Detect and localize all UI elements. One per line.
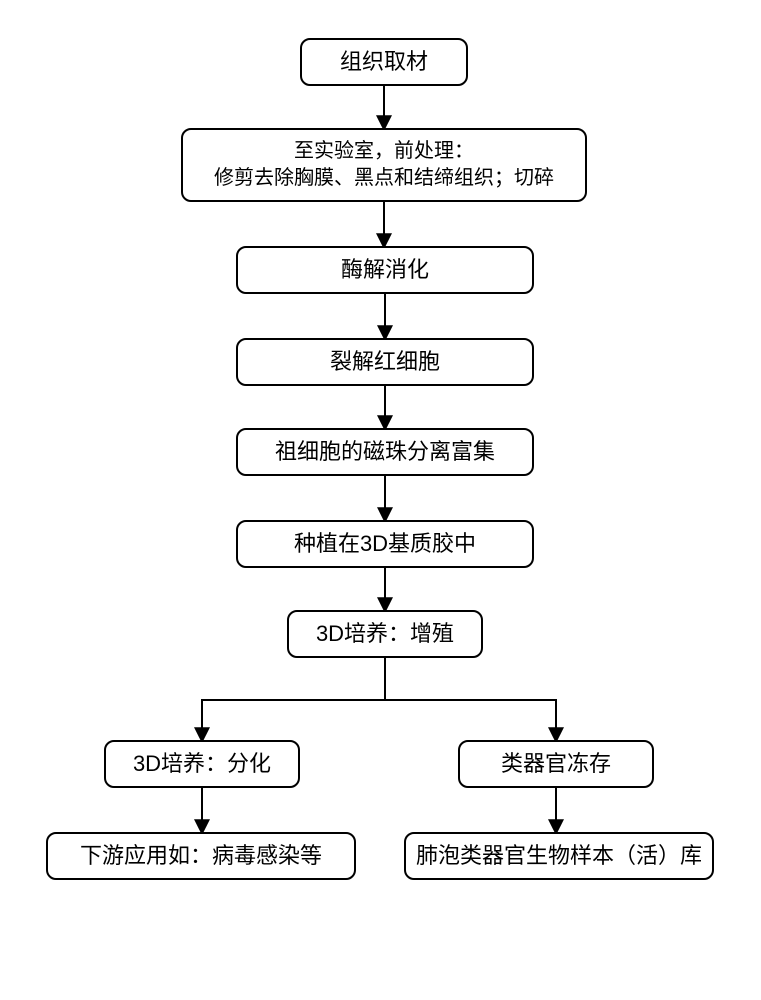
- flow-node-label: 肺泡类器官生物样本（活）库: [416, 841, 702, 871]
- flow-node-label: 祖细胞的磁珠分离富集: [275, 437, 495, 467]
- flow-node-n11: 肺泡类器官生物样本（活）库: [404, 832, 714, 880]
- flowchart-canvas: 组织取材至实验室，前处理： 修剪去除胸膜、黑点和结缔组织；切碎酶解消化裂解红细胞…: [0, 0, 761, 1000]
- flow-node-n1: 组织取材: [300, 38, 468, 86]
- flow-node-n7: 3D培养：增殖: [287, 610, 483, 658]
- flow-node-n10: 下游应用如：病毒感染等: [46, 832, 356, 880]
- flow-node-n8: 3D培养：分化: [104, 740, 300, 788]
- flow-node-label: 裂解红细胞: [330, 347, 440, 377]
- flow-node-n2: 至实验室，前处理： 修剪去除胸膜、黑点和结缔组织；切碎: [181, 128, 587, 202]
- flow-node-label: 酶解消化: [341, 255, 429, 285]
- flow-node-label: 组织取材: [340, 47, 428, 77]
- flow-node-n9: 类器官冻存: [458, 740, 654, 788]
- flow-node-label: 类器官冻存: [501, 749, 611, 779]
- flow-node-label: 3D培养：增殖: [316, 619, 454, 649]
- flow-node-n5: 祖细胞的磁珠分离富集: [236, 428, 534, 476]
- flow-node-label: 3D培养：分化: [133, 749, 271, 779]
- flow-node-label: 种植在3D基质胶中: [294, 529, 476, 559]
- flow-node-n3: 酶解消化: [236, 246, 534, 294]
- flow-node-n6: 种植在3D基质胶中: [236, 520, 534, 568]
- flow-edge: [202, 658, 385, 740]
- flow-edge: [385, 658, 556, 740]
- flow-node-n4: 裂解红细胞: [236, 338, 534, 386]
- flow-node-label: 下游应用如：病毒感染等: [80, 841, 322, 871]
- flow-node-label: 至实验室，前处理： 修剪去除胸膜、黑点和结缔组织；切碎: [214, 138, 554, 192]
